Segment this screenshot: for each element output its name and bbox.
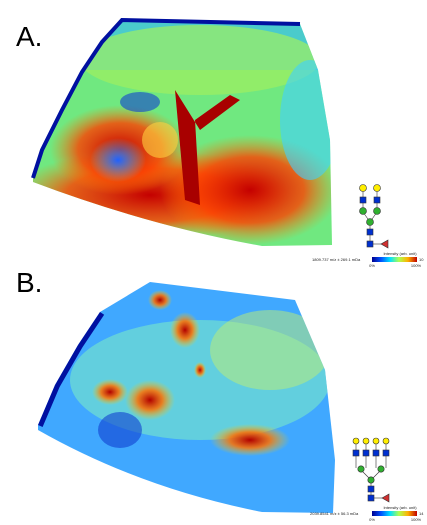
figure: A. B. Intensity (arb. unit) 1809.737 m/z… [0,0,427,525]
colorbar-min-label: 0% [369,263,375,268]
glycan-b [353,438,389,502]
colorbar-max-label: 100% [411,263,422,268]
colorbar-a: Intensity (arb. unit) 1809.737 m/z ± 269… [312,251,424,268]
colorbar-max-label: 100% [411,517,422,522]
colorbar [372,257,417,262]
colorbar-min-label: 0% [369,517,375,522]
colorbar-max: 14 [419,511,424,516]
panel-label: B. [16,267,42,298]
colorbar [372,511,417,516]
tissue-image-b [0,270,427,525]
colorbar-mz: 1809.737 m/z ± 269.1 mDa [312,257,361,262]
colorbar-title: Intensity (arb. unit) [383,505,417,510]
tissue-image-a [0,0,427,260]
colorbar-max: 10 [419,257,424,262]
colorbar-title: Intensity (arb. unit) [383,251,417,256]
colorbar-mz: 2039.8541 m/z ± 56.3 mDa [310,511,359,516]
panel-label: A. [16,21,42,52]
glycan-a [360,185,389,249]
